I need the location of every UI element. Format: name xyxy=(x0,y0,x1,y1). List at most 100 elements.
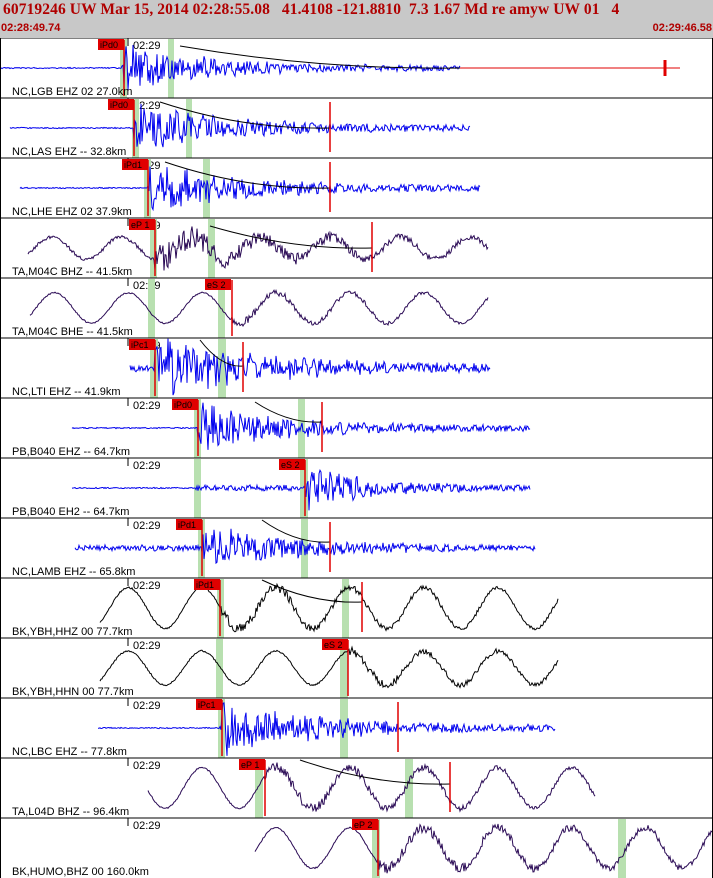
arrival-curve xyxy=(261,579,363,603)
trace-row[interactable]: 02:29 eS 2 BK,YBH,HHN 00 77.7km xyxy=(0,637,713,698)
station-label: NC,LHE EHZ 02 37.9km xyxy=(12,206,132,218)
waveform xyxy=(147,762,596,813)
time-label: 02:29 xyxy=(133,820,161,832)
station-label: TA,L04D BHZ -- 96.4km xyxy=(12,806,129,818)
station-label: NC,LBC EHZ -- 77.8km xyxy=(12,746,127,758)
end-time: 02:29:46.58 xyxy=(652,22,712,34)
pick-label: eS 2 xyxy=(324,640,343,650)
pick-label: iPd0 xyxy=(100,40,118,50)
arrival-curve xyxy=(261,519,331,543)
trace-row[interactable]: 02:29 iPd1 BK,YBH,HHZ 00 77.7km xyxy=(0,577,713,638)
station-label: NC,LAMB EHZ -- 65.8km xyxy=(12,566,135,578)
pick-badge[interactable] xyxy=(122,159,148,170)
pick-window xyxy=(340,699,348,758)
pick-label: iPd1 xyxy=(178,520,196,530)
arrival-curve xyxy=(209,225,373,249)
arrival-curve xyxy=(179,45,461,69)
pick-badge[interactable] xyxy=(98,39,124,50)
pick-label: iPd1 xyxy=(124,160,142,170)
pick-label: iPd0 xyxy=(174,400,192,410)
trace-row[interactable]: 02:29 iPd0 NC,LGB EHZ 02 27.0km xyxy=(0,38,713,98)
pick-window xyxy=(218,339,226,398)
pick-label: eS 2 xyxy=(207,280,226,290)
station-label: NC,LTI EHZ -- 41.9km xyxy=(12,386,121,398)
station-label: BK,YBH,HHN 00 77.7km xyxy=(12,686,134,698)
time-label: 02:29 xyxy=(133,700,161,712)
pick-window xyxy=(405,759,413,818)
pick-badge[interactable] xyxy=(322,639,348,650)
pick-label: iPc1 xyxy=(198,700,216,710)
waveform xyxy=(71,402,531,450)
trace-row[interactable]: 02:29 iPd0 PB,B040 EHZ -- 64.7km xyxy=(0,397,713,458)
pick-badge[interactable] xyxy=(239,759,265,770)
arrival-curve xyxy=(199,339,244,367)
station-label: TA,M04C BHZ -- 41.5km xyxy=(12,266,132,278)
pick-window xyxy=(300,459,308,518)
pick-badge[interactable] xyxy=(129,219,155,230)
time-label: 02:29 xyxy=(133,460,161,472)
pick-badge[interactable] xyxy=(129,339,155,350)
header-bar: 60719246 UW Mar 15, 2014 02:28:55.08 41.… xyxy=(0,0,713,38)
pick-window xyxy=(186,99,192,158)
pick-badge[interactable] xyxy=(196,699,222,710)
pick-badge[interactable] xyxy=(108,99,134,110)
time-label: 02:29 xyxy=(133,760,161,772)
pick-window xyxy=(132,99,139,158)
waveform xyxy=(129,338,491,396)
seismogram-panel: 02:29 iPd0 NC,LGB EHZ 02 27.0km 02:29 iPd0 NC… xyxy=(0,38,713,878)
trace-row[interactable]: 02:29 eP 1 TA,L04D BHZ -- 96.4km xyxy=(0,757,713,818)
trace-row[interactable]: 02:29 iPd1 NC,LAMB EHZ -- 65.8km xyxy=(0,517,713,578)
arrival-curve xyxy=(299,759,451,785)
pick-badge[interactable] xyxy=(172,399,198,410)
waveform xyxy=(71,469,531,511)
pick-label: eS 2 xyxy=(281,460,300,470)
trace-row[interactable]: 02:29 eP 2 BK,HUMO,BHZ 00 160.0km xyxy=(0,817,713,878)
station-label: PB,B040 EH2 -- 64.7km xyxy=(12,506,129,518)
trace-row[interactable]: 02:29 eS 2 PB,B040 EH2 -- 64.7km xyxy=(0,457,713,518)
pick-badge[interactable] xyxy=(352,819,378,830)
pick-window xyxy=(148,279,155,338)
time-label: 02:29 xyxy=(133,580,161,592)
event-title: 60719246 UW Mar 15, 2014 02:28:55.08 41.… xyxy=(3,1,620,18)
pick-label: eP 2 xyxy=(354,820,372,830)
time-label: 02:29 xyxy=(133,280,161,292)
waveform xyxy=(19,166,481,212)
pick-badge[interactable] xyxy=(205,279,231,290)
station-label: NC,LAS EHZ -- 32.8km xyxy=(12,146,126,158)
pick-window xyxy=(150,219,157,278)
pick-window xyxy=(372,819,380,878)
arrival-curve xyxy=(164,161,331,189)
pick-window xyxy=(340,639,348,698)
time-label: 02:29 xyxy=(133,520,161,532)
pick-badge[interactable] xyxy=(176,519,202,530)
waveform xyxy=(98,702,556,756)
pick-label: iPd1 xyxy=(196,580,214,590)
arrival-curve xyxy=(254,401,323,423)
waveform xyxy=(254,823,713,874)
pick-window xyxy=(342,579,349,638)
trace-row[interactable]: 02:29 iPd0 NC,LAS EHZ -- 32.8km xyxy=(0,97,713,158)
time-label: 02:29 xyxy=(133,400,161,412)
waveform xyxy=(29,288,489,328)
trace-row[interactable]: 02:29 iPc1 NC,LBC EHZ -- 77.8km xyxy=(0,697,713,758)
pick-badge[interactable] xyxy=(194,579,220,590)
pick-window xyxy=(298,399,305,458)
waveform xyxy=(74,528,536,565)
waveform xyxy=(99,582,559,633)
station-label: BK,HUMO,BHZ 00 160.0km xyxy=(12,866,149,878)
waveform xyxy=(99,645,559,689)
pick-label: eP 1 xyxy=(131,220,149,230)
station-label: PB,B040 EHZ -- 64.7km xyxy=(12,446,130,458)
start-time: 02:28:49.74 xyxy=(1,22,61,34)
time-label: 02:29 xyxy=(133,40,161,52)
pick-window xyxy=(216,639,223,698)
trace-row[interactable]: 02:29 eS 2 TA,M04C BHE -- 41.5km xyxy=(0,277,713,338)
station-label: NC,LGB EHZ 02 27.0km xyxy=(12,86,132,98)
pick-label: eP 1 xyxy=(241,760,259,770)
waveform xyxy=(0,44,461,90)
pick-label: iPd0 xyxy=(110,100,128,110)
pick-badge[interactable] xyxy=(279,459,305,470)
